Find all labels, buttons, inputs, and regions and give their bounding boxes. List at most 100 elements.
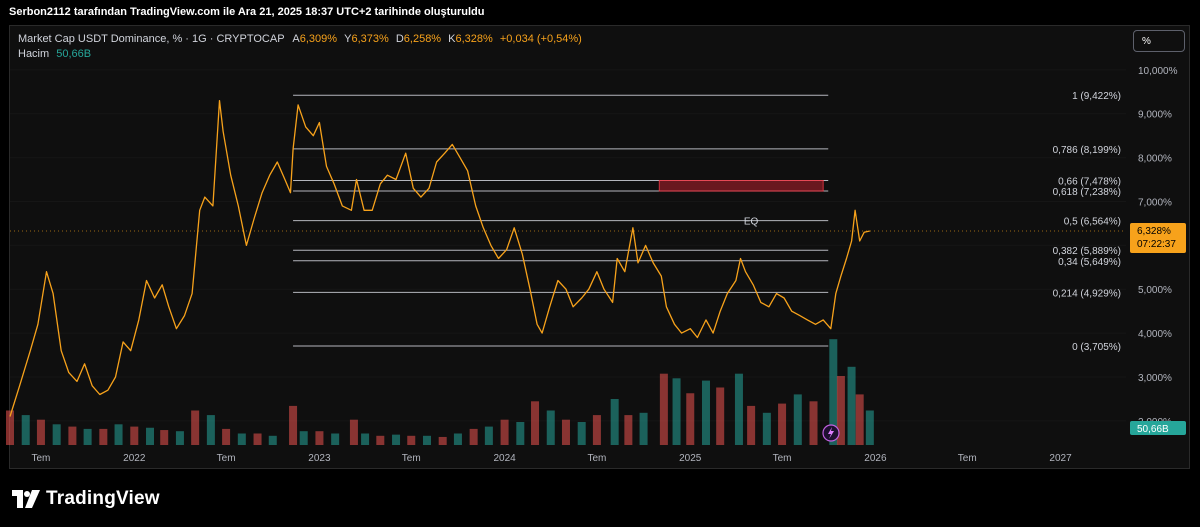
tradingview-logo-text: TradingView [46,488,160,509]
volume-bar [392,434,401,445]
x-tick-label: 2024 [493,453,516,464]
volume-bar [36,419,45,445]
volume-bar [686,393,695,445]
volume-bar [610,399,619,445]
badges-layer: 6,328% 07:22:37 50,66B [822,222,1186,442]
volume-bar [289,405,298,445]
volume-bar [21,415,30,445]
legend-change: +0,034 (+0,54%) [499,33,582,45]
x-tick-label: 2023 [308,453,331,464]
legend-volume-label: Hacim [18,48,50,60]
fib-level-label: 0,618 (7,238%) [1053,187,1121,198]
zone-layer [658,180,824,192]
tradingview-logo-icon [12,490,40,508]
volume-bar [191,410,200,445]
legend-volume-row: Hacim 50,66B [18,48,91,60]
legend-close-label: K [448,33,456,45]
x-tick-label: 2027 [1049,453,1072,464]
volume-bar [222,428,231,445]
fib-layer: 1 (9,422%) 0,786 (8,199%) 0,66 (7,478%)0,6… [293,91,1121,353]
volume-bar [624,415,633,445]
last-price-badge [1130,222,1186,253]
y-tick-label: 9,000% [1138,110,1172,121]
grid-layer [10,69,1126,422]
volume-layer [6,339,874,445]
y-tick-label: 10,000% [1138,66,1178,77]
y-tick-label: 3,000% [1138,373,1172,384]
volume-bar [83,428,92,445]
volume-bar [407,435,416,445]
volume-bar [716,387,725,445]
price-line [9,99,870,417]
header-caption: Serbon2112 tarafından TradingView.com il… [9,6,485,18]
volume-bar [829,339,838,445]
last-price-countdown: 07:22:37 [1137,239,1176,250]
volume-bar [361,433,370,445]
x-tick-label: 2026 [864,453,887,464]
fib-level-label: 0 (3,705%) [1072,342,1121,353]
x-axis: Tem 2022 Tem 2023 Tem 2024 Tem 2025 Tem 2026 Tem 20… [31,453,1072,464]
volume-bar [315,431,324,445]
volume-bar [793,394,802,445]
volume-bar [865,410,874,445]
volume-bar [577,422,586,445]
x-tick-label: Tem [402,453,421,464]
tradingview-logo: TradingView [12,488,160,510]
volume-bar [484,426,493,445]
resistance-zone [658,180,824,192]
volume-bar [531,401,540,445]
x-tick-label: Tem [958,453,977,464]
volume-bar [99,428,108,445]
volume-bar [68,426,77,445]
fib-level-label: 0,382 (5,889%) [1053,246,1121,257]
volume-bar [175,431,184,445]
fib-level-label: 1 (9,422%) [1072,91,1121,102]
legend-low-value: 6,258% [403,33,442,45]
chart-frame[interactable] [9,25,1190,469]
legend-symbol-row: Market Cap USDT Dominance, % · 1G · CRYP… [18,33,582,45]
volume-bar [349,419,358,445]
eq-label: EQ [744,217,759,228]
fib-level-label: 0,66 (7,478%) [1058,177,1121,188]
fib-level-label: 0,214 (4,929%) [1053,288,1121,299]
volume-bar [561,419,570,445]
volume-bar [469,428,478,445]
y-tick-label: 5,000% [1138,285,1172,296]
volume-bar [734,373,743,445]
y-tick-label: 4,000% [1138,329,1172,340]
volume-bar [516,422,525,445]
volume-bar [438,436,447,445]
x-tick-label: 2022 [123,453,146,464]
y-tick-label: 7,000% [1138,197,1172,208]
volume-badge [1130,421,1186,435]
legend-volume-value: 50,66B [56,48,92,60]
volume-bar [639,412,648,445]
volume-bar [268,435,277,445]
x-tick-label: Tem [587,453,606,464]
volume-bar [376,435,385,445]
x-tick-label: 2025 [679,453,702,464]
volume-bar [52,424,61,445]
volume-bar [659,373,668,445]
volume-bar [546,410,555,445]
percent-scale-button[interactable]: % [1133,30,1185,52]
volume-bar [701,380,710,445]
fib-level-label: 0,34 (5,649%) [1058,257,1121,268]
volume-bar [114,424,123,445]
header-bar: Serbon2112 tarafından TradingView.com il… [0,0,1200,25]
volume-bar [847,366,856,445]
volume-bar [6,410,14,445]
volume-bar [672,378,681,445]
footer-bar [0,469,1200,527]
x-tick-label: Tem [773,453,792,464]
volume-bar [253,433,262,445]
volume-bar [592,415,601,445]
volume-bar [331,433,340,445]
volume-bar [500,419,509,445]
volume-bar [747,405,756,445]
x-tick-label: Tem [31,453,50,464]
volume-badge-value: 50,66B [1137,424,1169,435]
last-price-value: 6,328% [1137,226,1171,237]
volume-bar [855,394,864,445]
